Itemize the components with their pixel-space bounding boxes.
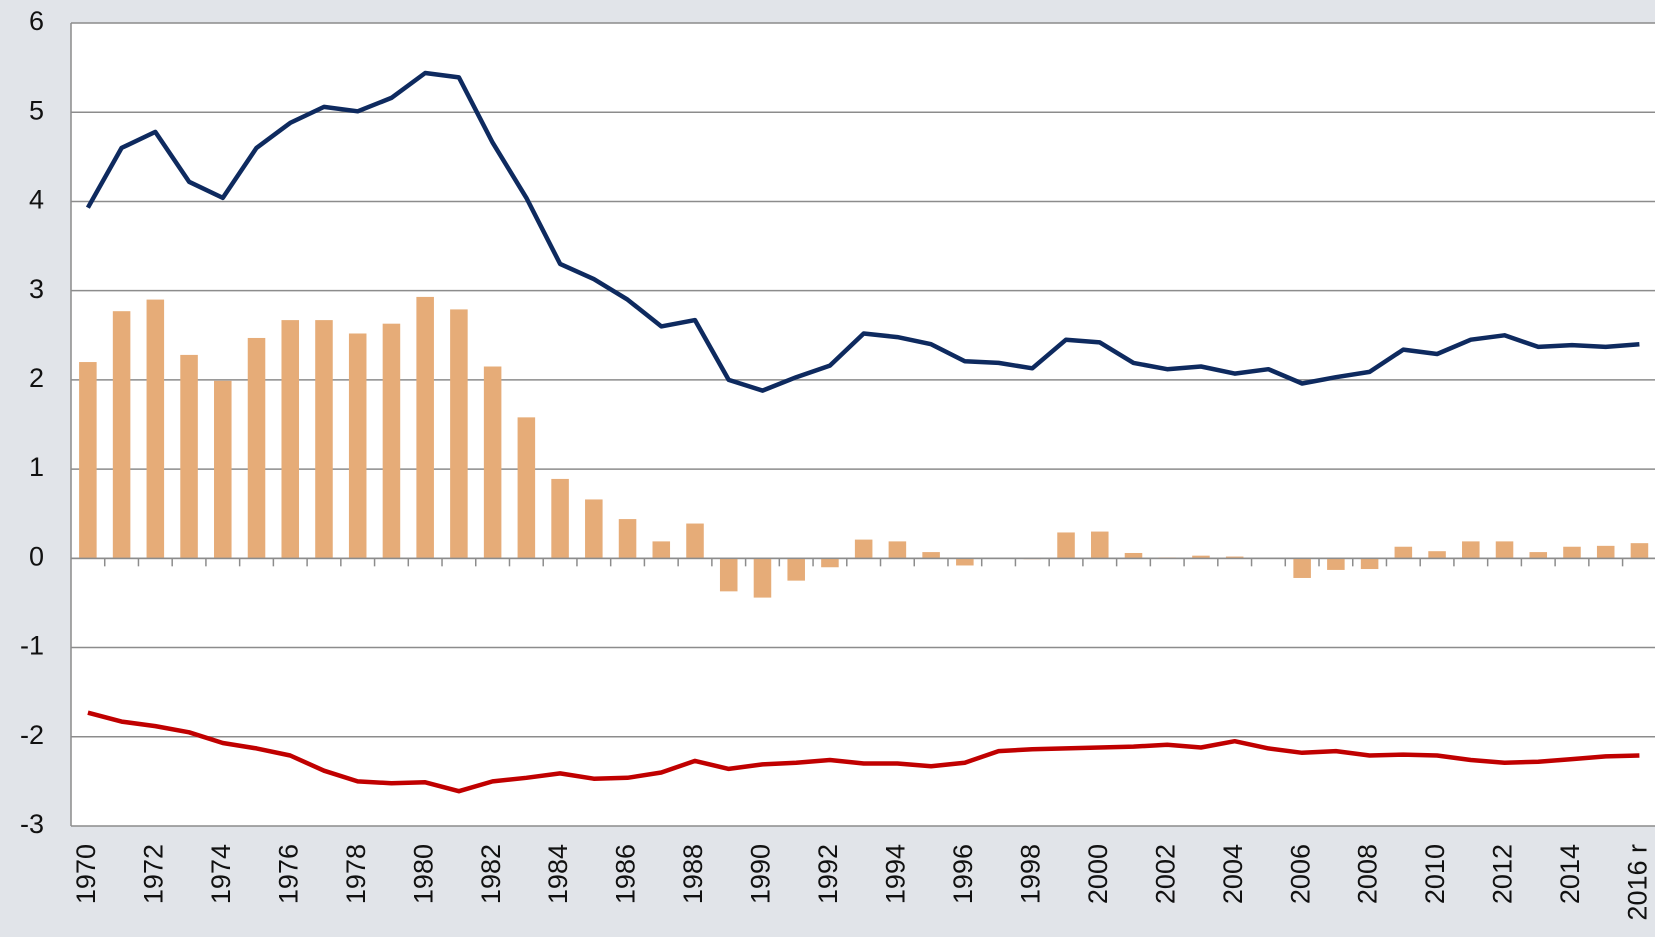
bar xyxy=(247,337,266,559)
bar xyxy=(1192,555,1210,559)
y-tick-label: -3 xyxy=(20,809,44,839)
y-tick-label: 2 xyxy=(29,363,44,393)
bar xyxy=(821,558,839,568)
bar xyxy=(450,309,468,559)
bar xyxy=(180,354,198,559)
bar xyxy=(922,552,940,559)
x-tick-label: 1984 xyxy=(543,844,573,904)
bar xyxy=(1563,546,1581,559)
bar xyxy=(753,558,772,598)
x-tick-label: 1986 xyxy=(611,844,641,904)
x-tick-label: 2006 xyxy=(1285,844,1315,904)
y-tick-label: 5 xyxy=(29,95,44,125)
bar xyxy=(1462,541,1480,559)
plot-area xyxy=(71,23,1655,826)
line xyxy=(87,710,1640,794)
x-tick-label: 1992 xyxy=(813,844,843,904)
x-tick-label: 2016 r xyxy=(1623,844,1653,921)
bar xyxy=(517,417,536,559)
x-tick-label: 2012 xyxy=(1488,844,1518,904)
bar xyxy=(315,320,333,559)
bar xyxy=(888,541,907,559)
bar xyxy=(1630,543,1649,559)
bar xyxy=(112,311,131,559)
bar xyxy=(1293,558,1311,578)
bar xyxy=(854,539,873,559)
x-tick-label: 2014 xyxy=(1555,844,1585,904)
bar xyxy=(719,558,738,592)
bar xyxy=(652,541,671,559)
bar xyxy=(281,320,300,559)
x-tick-label: 2002 xyxy=(1150,844,1180,904)
line xyxy=(85,70,1640,393)
bar xyxy=(1057,532,1075,559)
y-tick-label: -1 xyxy=(20,631,44,661)
x-tick-label: 2008 xyxy=(1353,844,1383,904)
bar xyxy=(1225,556,1244,559)
y-tick-label: 6 xyxy=(29,6,44,36)
x-tick-label: 1996 xyxy=(948,844,978,904)
bar xyxy=(1428,551,1446,559)
x-tick-label: 1998 xyxy=(1015,844,1045,904)
x-tick-label: 1988 xyxy=(678,844,708,904)
bar xyxy=(1327,558,1345,570)
bar xyxy=(618,519,637,559)
bar xyxy=(146,299,165,559)
bar xyxy=(79,362,97,559)
x-tick-label: 1976 xyxy=(273,844,303,904)
bar xyxy=(686,523,704,559)
y-tick-label: 4 xyxy=(29,185,44,215)
bar xyxy=(1394,546,1413,559)
x-tick-label: 1980 xyxy=(408,844,438,904)
bar xyxy=(348,333,367,559)
bar xyxy=(1090,531,1109,559)
y-tick-label: 0 xyxy=(29,541,44,571)
x-tick-label: 1982 xyxy=(476,844,506,904)
y-tick-label: -2 xyxy=(20,720,44,750)
bar xyxy=(1124,552,1143,559)
bar xyxy=(1360,558,1379,570)
x-tick-label: 2004 xyxy=(1218,844,1248,904)
x-tick-label: 2000 xyxy=(1083,844,1113,904)
bar xyxy=(585,499,603,559)
bar xyxy=(551,478,569,559)
x-tick-label: 1974 xyxy=(206,844,236,904)
bar xyxy=(416,296,434,559)
x-tick-label: 1994 xyxy=(881,844,911,904)
bar xyxy=(214,380,232,559)
bar xyxy=(483,366,502,559)
x-tick-label: 1978 xyxy=(341,844,371,904)
bar xyxy=(1495,541,1514,559)
y-tick-label: 3 xyxy=(29,274,44,304)
bar xyxy=(1596,545,1615,559)
bar xyxy=(1529,552,1548,559)
y-tick-label: 1 xyxy=(29,452,44,482)
x-tick-label: 2010 xyxy=(1420,844,1450,904)
bar xyxy=(787,558,805,581)
x-tick-label: 1970 xyxy=(71,844,101,904)
bar xyxy=(956,558,974,566)
x-tick-label: 1972 xyxy=(138,844,168,904)
x-tick-label: 1990 xyxy=(746,844,776,904)
bar xyxy=(382,323,401,559)
